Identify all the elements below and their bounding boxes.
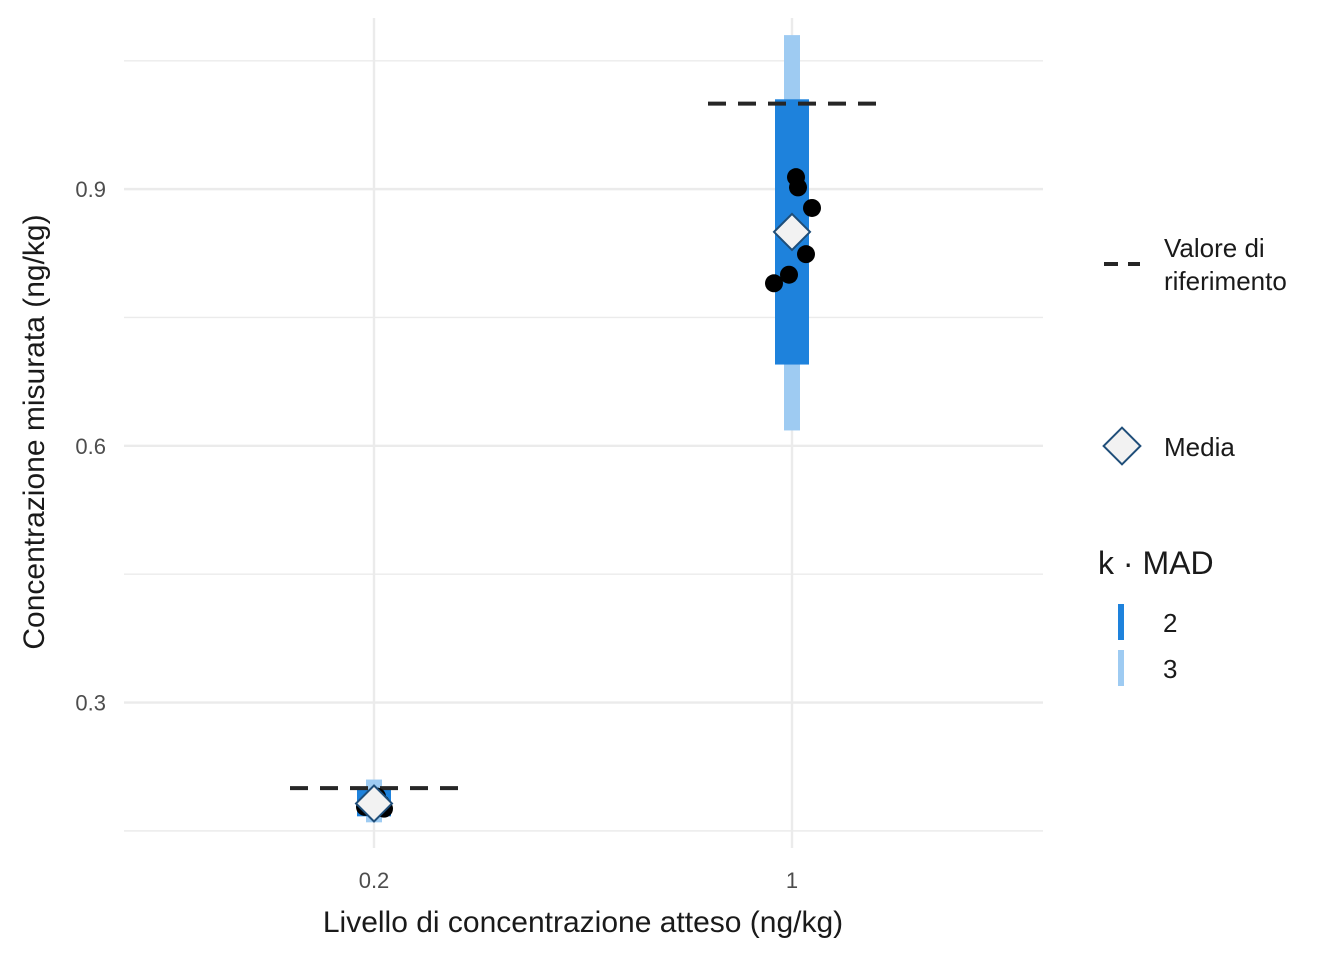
legend-k3-label: 3 xyxy=(1163,654,1177,684)
data-point xyxy=(765,274,783,293)
mean-diamond xyxy=(772,212,812,252)
y-tick-labels: 0.3 0.6 0.9 xyxy=(75,177,106,715)
gridlines xyxy=(124,18,1043,848)
y-axis-title: Concentrazione misurata (ng/kg) xyxy=(18,214,51,649)
data-point xyxy=(797,245,815,264)
mean-diamond xyxy=(354,784,394,823)
legend-reference-label-line1: Valore di xyxy=(1164,233,1265,263)
data-points xyxy=(356,168,821,818)
x-axis-title: Livello di concentrazione atteso (ng/kg) xyxy=(323,906,843,939)
legend-mean-label: Media xyxy=(1164,432,1235,462)
x-tick-label: 0.2 xyxy=(359,868,390,893)
data-point xyxy=(803,198,821,217)
legend-reference-label-line2: riferimento xyxy=(1164,266,1287,296)
y-tick-label: 0.6 xyxy=(75,434,106,459)
y-tick-label: 0.3 xyxy=(75,691,106,716)
legend-mean-diamond-icon xyxy=(1102,426,1142,466)
legend: Valore di riferimento Media k · MAD 2 3 xyxy=(1098,233,1287,686)
legend-k2-key xyxy=(1118,604,1124,640)
mean-markers xyxy=(354,212,812,823)
x-tick-label: 1 xyxy=(786,868,798,893)
mad-bands xyxy=(357,35,809,823)
data-point xyxy=(787,168,805,187)
y-tick-label: 0.9 xyxy=(75,177,106,202)
legend-k3-key xyxy=(1118,650,1124,686)
legend-k-title: k · MAD xyxy=(1098,545,1214,581)
legend-k2-label: 2 xyxy=(1163,608,1177,638)
x-tick-labels: 0.2 1 xyxy=(359,868,798,893)
data-point xyxy=(780,265,798,284)
